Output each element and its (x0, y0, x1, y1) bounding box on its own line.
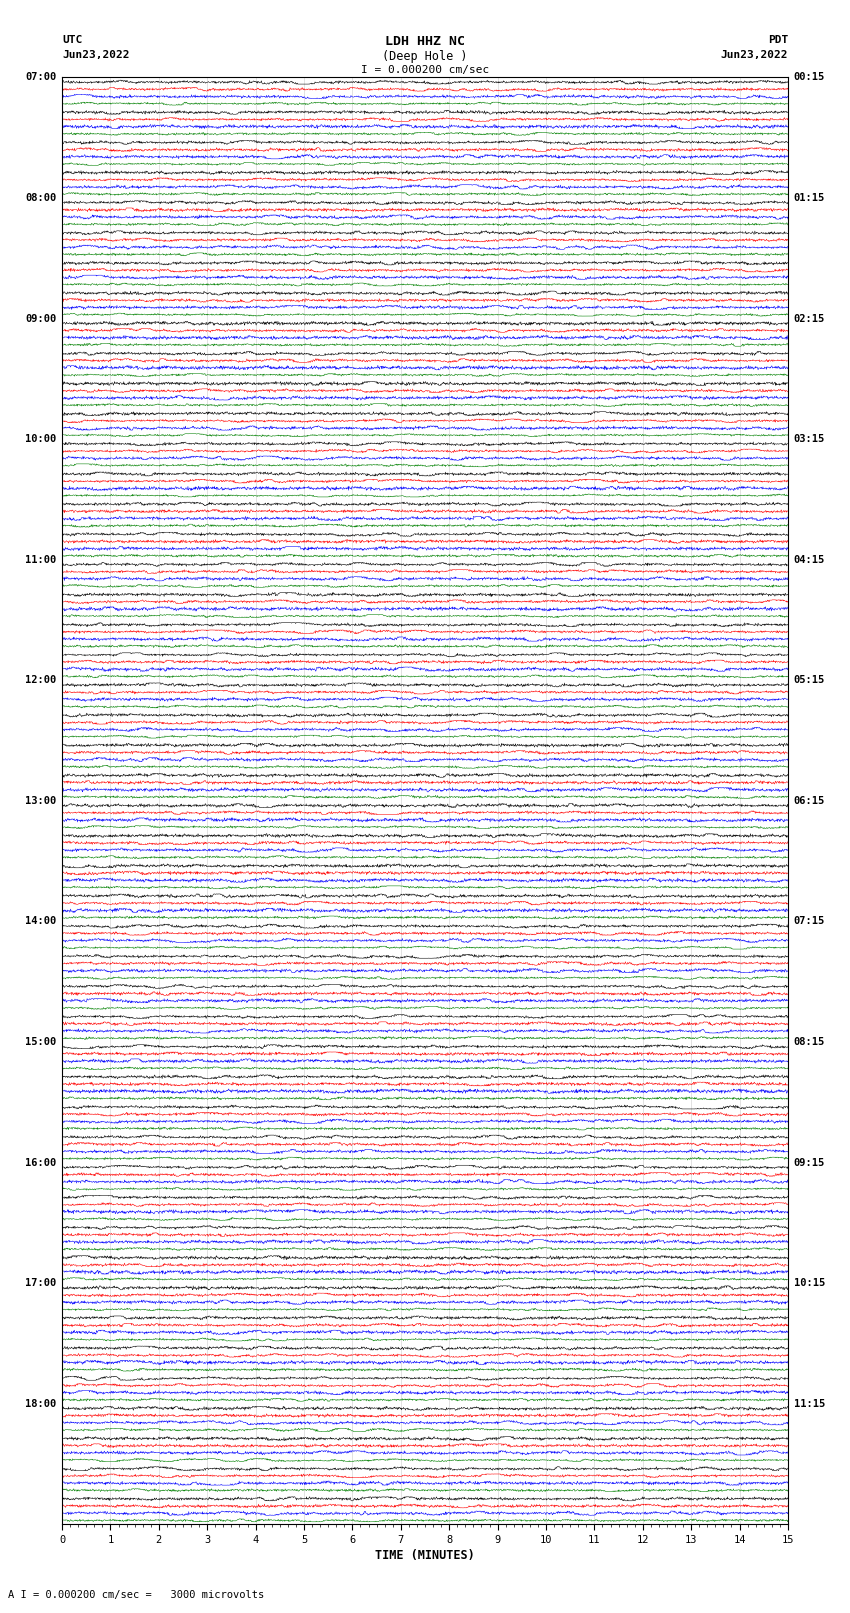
Text: 08:15: 08:15 (794, 1037, 824, 1047)
Text: UTC: UTC (62, 35, 82, 45)
Text: 02:15: 02:15 (794, 313, 824, 324)
Text: 07:15: 07:15 (794, 916, 824, 926)
Text: 18:00: 18:00 (26, 1398, 56, 1408)
Text: LDH HHZ NC: LDH HHZ NC (385, 35, 465, 48)
Text: 01:15: 01:15 (794, 194, 824, 203)
Text: 10:00: 10:00 (26, 434, 56, 444)
Text: 16:00: 16:00 (26, 1158, 56, 1168)
Text: I = 0.000200 cm/sec: I = 0.000200 cm/sec (361, 65, 489, 74)
Text: 09:00: 09:00 (26, 313, 56, 324)
Text: 09:15: 09:15 (794, 1158, 824, 1168)
Text: Jun23,2022: Jun23,2022 (721, 50, 788, 60)
Text: 17:00: 17:00 (26, 1277, 56, 1289)
Text: 07:00: 07:00 (26, 73, 56, 82)
Text: 03:15: 03:15 (794, 434, 824, 444)
Text: (Deep Hole ): (Deep Hole ) (382, 50, 468, 63)
Text: 04:15: 04:15 (794, 555, 824, 565)
Text: Jun23,2022: Jun23,2022 (62, 50, 129, 60)
Text: PDT: PDT (768, 35, 788, 45)
Text: 11:15: 11:15 (794, 1398, 824, 1408)
Text: 06:15: 06:15 (794, 795, 824, 806)
Text: 11:00: 11:00 (26, 555, 56, 565)
Text: 10:15: 10:15 (794, 1277, 824, 1289)
Text: 12:00: 12:00 (26, 676, 56, 686)
Text: 05:15: 05:15 (794, 676, 824, 686)
Text: A I = 0.000200 cm/sec =   3000 microvolts: A I = 0.000200 cm/sec = 3000 microvolts (8, 1590, 264, 1600)
Text: 15:00: 15:00 (26, 1037, 56, 1047)
X-axis label: TIME (MINUTES): TIME (MINUTES) (375, 1548, 475, 1561)
Text: 14:00: 14:00 (26, 916, 56, 926)
Text: 00:15: 00:15 (794, 73, 824, 82)
Text: 13:00: 13:00 (26, 795, 56, 806)
Text: 08:00: 08:00 (26, 194, 56, 203)
